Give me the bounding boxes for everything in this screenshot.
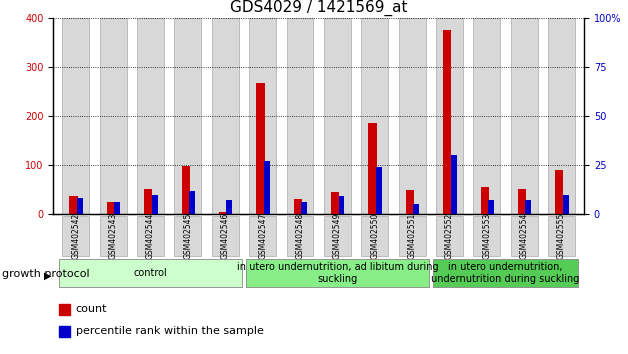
Text: GSM402549: GSM402549 [333, 212, 342, 259]
Bar [548, 18, 575, 214]
Text: in utero undernutrition,
undernutrition during suckling: in utero undernutrition, undernutrition … [431, 262, 580, 284]
Bar [526, 200, 531, 214]
FancyBboxPatch shape [511, 216, 538, 256]
Bar [114, 202, 121, 214]
Text: GSM402550: GSM402550 [371, 212, 379, 259]
Text: in utero undernutrition, ad libitum during
suckling: in utero undernutrition, ad libitum duri… [237, 262, 438, 284]
FancyBboxPatch shape [548, 216, 575, 256]
Bar [62, 18, 89, 214]
FancyBboxPatch shape [324, 216, 351, 256]
Bar [227, 200, 232, 214]
Text: GSM402544: GSM402544 [146, 212, 155, 259]
FancyBboxPatch shape [361, 216, 388, 256]
Bar [406, 190, 414, 214]
Title: GDS4029 / 1421569_at: GDS4029 / 1421569_at [230, 0, 408, 16]
Bar [399, 18, 426, 214]
Bar [175, 18, 202, 214]
FancyBboxPatch shape [286, 216, 313, 256]
Bar [77, 199, 83, 214]
Bar [137, 18, 164, 214]
Text: GSM402551: GSM402551 [408, 213, 416, 259]
Bar [518, 189, 526, 214]
Bar [256, 82, 264, 214]
Text: GSM402552: GSM402552 [445, 213, 454, 259]
Bar [107, 202, 115, 214]
Bar [474, 18, 501, 214]
Text: GSM402555: GSM402555 [557, 212, 566, 259]
FancyBboxPatch shape [137, 216, 164, 256]
FancyBboxPatch shape [175, 216, 202, 256]
Bar [286, 18, 313, 214]
Bar [555, 170, 563, 214]
Text: control: control [134, 268, 168, 278]
Text: percentile rank within the sample: percentile rank within the sample [75, 326, 264, 336]
Bar [152, 195, 158, 214]
FancyBboxPatch shape [249, 216, 276, 256]
Bar [70, 195, 78, 214]
Bar [480, 187, 489, 214]
Text: GSM402546: GSM402546 [221, 212, 230, 259]
Text: GSM402547: GSM402547 [258, 212, 267, 259]
Bar [338, 196, 345, 214]
Bar [451, 155, 457, 214]
FancyBboxPatch shape [59, 259, 242, 287]
FancyBboxPatch shape [436, 216, 463, 256]
Bar [376, 167, 382, 214]
Text: GSM402554: GSM402554 [520, 212, 529, 259]
FancyBboxPatch shape [100, 216, 127, 256]
Bar [219, 212, 227, 214]
Bar [100, 18, 127, 214]
Bar [301, 202, 307, 214]
FancyBboxPatch shape [212, 216, 239, 256]
Bar [563, 195, 569, 214]
Bar [58, 304, 70, 315]
Bar [144, 189, 153, 214]
FancyBboxPatch shape [474, 216, 501, 256]
Text: count: count [75, 304, 107, 314]
FancyBboxPatch shape [399, 216, 426, 256]
Bar [488, 200, 494, 214]
Text: GSM402543: GSM402543 [109, 212, 117, 259]
Text: growth protocol: growth protocol [2, 269, 90, 279]
Bar [443, 30, 452, 214]
FancyBboxPatch shape [62, 216, 89, 256]
Bar [58, 326, 70, 337]
Bar [324, 18, 351, 214]
Text: ▶: ▶ [44, 271, 51, 281]
Bar [511, 18, 538, 214]
Bar [331, 192, 339, 214]
Bar [181, 166, 190, 214]
Bar [369, 123, 377, 214]
Text: GSM402542: GSM402542 [72, 213, 80, 259]
Text: GSM402548: GSM402548 [296, 213, 305, 259]
Bar [249, 18, 276, 214]
Bar [294, 199, 302, 214]
Bar [189, 190, 195, 214]
Text: GSM402545: GSM402545 [183, 212, 192, 259]
FancyBboxPatch shape [246, 259, 429, 287]
Bar [436, 18, 463, 214]
FancyBboxPatch shape [433, 259, 578, 287]
Bar [264, 161, 270, 214]
Bar [361, 18, 388, 214]
Bar [212, 18, 239, 214]
Bar [413, 204, 420, 214]
Text: GSM402553: GSM402553 [482, 212, 491, 259]
